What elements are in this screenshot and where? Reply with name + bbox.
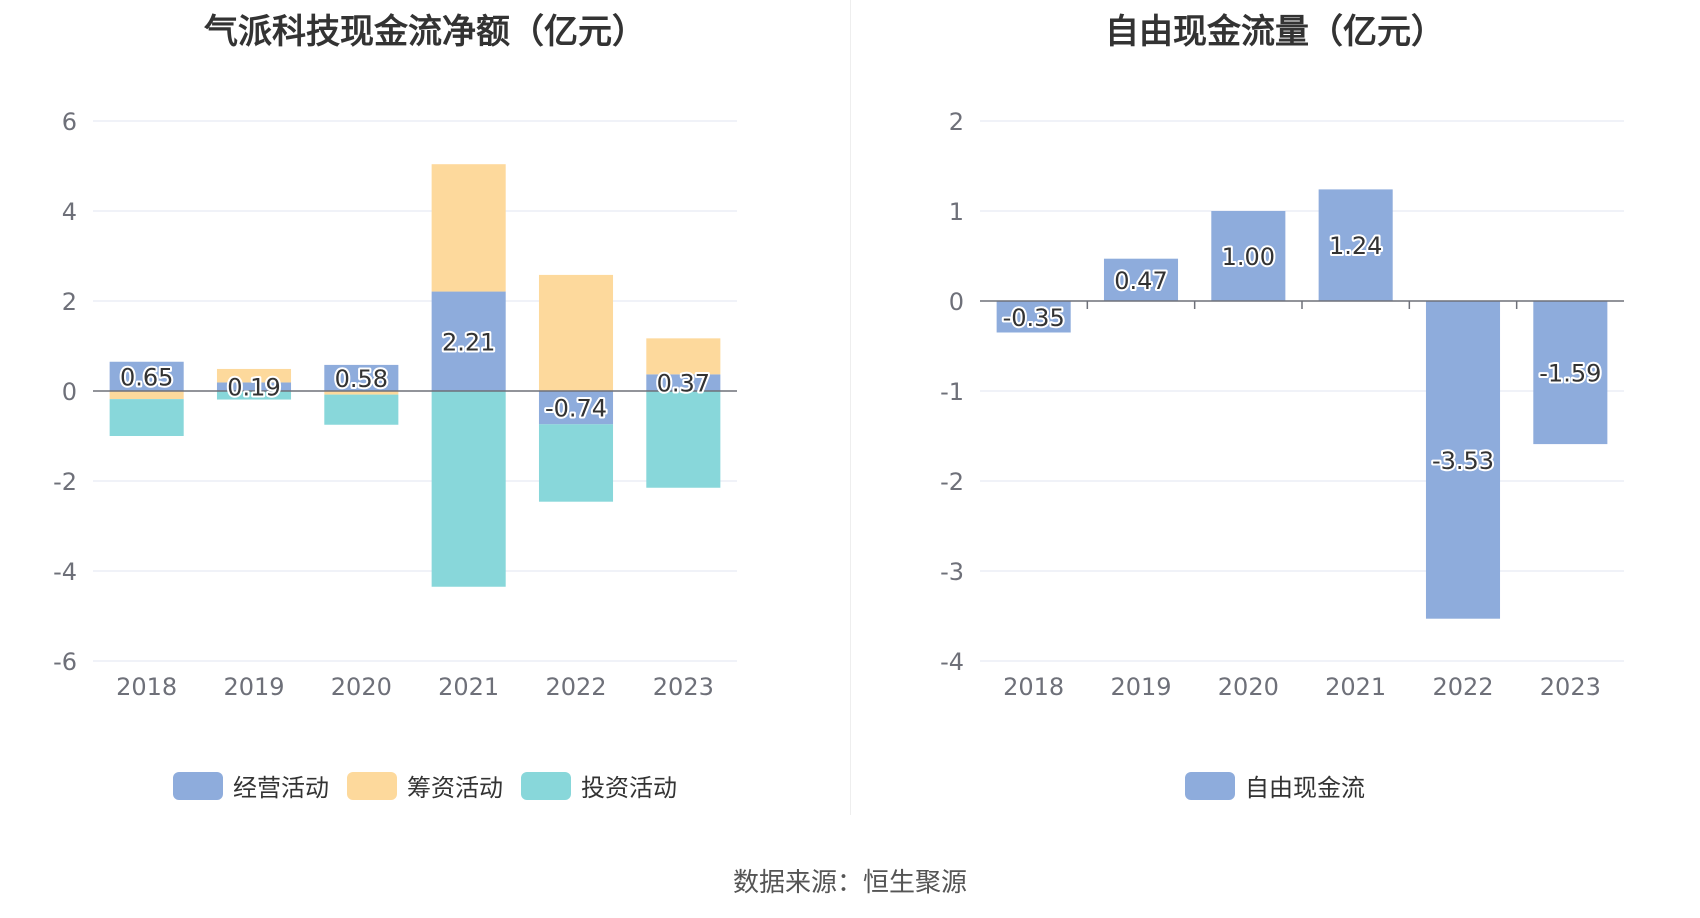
- y-tick-label: -4: [53, 558, 77, 586]
- bar-筹资活动-2019: [216, 368, 292, 383]
- x-category-label: 2018: [1003, 673, 1064, 701]
- x-category-label: 2023: [1540, 673, 1601, 701]
- bar-投资活动-2023: [646, 391, 721, 488]
- y-tick-label: 2: [62, 288, 77, 316]
- x-category-label: 2021: [1325, 673, 1386, 701]
- y-tick-label: 2: [949, 108, 964, 136]
- bar-投资活动-2022: [538, 424, 614, 502]
- y-tick-label: -4: [940, 648, 964, 676]
- legend-label: 筹资活动: [407, 774, 503, 802]
- bar-投资活动-2021: [431, 391, 506, 587]
- data-label: -1.59: [1539, 360, 1601, 388]
- x-category-label: 2021: [438, 673, 499, 701]
- data-label: 0.58: [335, 365, 388, 393]
- x-category-label: 2023: [653, 673, 714, 701]
- x-category-label: 2020: [1218, 673, 1279, 701]
- panel-divider: [850, 0, 851, 815]
- x-category-label: 2020: [331, 673, 392, 701]
- data-source-note: 数据来源：恒生聚源: [732, 868, 967, 898]
- bar-自由现金流-2020: [1211, 211, 1286, 301]
- chart-title: 气派科技现金流净额（亿元）: [204, 12, 646, 52]
- legend-swatch: [347, 771, 397, 800]
- legend-label: 投资活动: [581, 774, 677, 802]
- data-label: 0.65: [120, 363, 173, 391]
- legend: 自由现金流: [850, 768, 1700, 803]
- legend-label: 自由现金流: [1245, 774, 1365, 802]
- y-tick-label: 0: [62, 378, 77, 406]
- x-category-label: 2019: [1110, 673, 1171, 701]
- legend-item[interactable]: 投资活动: [521, 768, 677, 803]
- bar-投资活动-2018: [109, 399, 184, 436]
- y-tick-label: -6: [53, 648, 77, 676]
- data-label: -3.53: [1432, 447, 1494, 475]
- bar-经营活动-2020: [324, 364, 399, 391]
- bar-自由现金流-2018: [996, 301, 1071, 333]
- y-tick-label: 0: [949, 288, 964, 316]
- bar-经营活动-2022: [538, 391, 614, 425]
- bar-投资活动-2020: [324, 394, 399, 425]
- bar-投资活动-2019: [216, 391, 292, 400]
- x-category-label: 2018: [116, 673, 177, 701]
- legend-swatch: [521, 771, 571, 800]
- data-label: 0.37: [657, 370, 710, 398]
- data-label: -0.74: [545, 395, 607, 423]
- bar-经营活动-2021: [431, 291, 506, 391]
- free-cashflow-chart-panel: 自由现金流量（亿元） 2 1 0 -1 -2 -3 -4 2018 2019 2020 2021 20…: [850, 0, 1700, 918]
- legend: 经营活动 筹资活动 投资活动: [0, 768, 850, 803]
- free-cashflow-chart: 2 1 0 -1 -2 -3 -4 2018 2019 2020 2021 2022 2023 -0.35…: [940, 108, 1624, 701]
- x-category-label: 2019: [223, 673, 284, 701]
- data-label: -0.35: [1003, 304, 1065, 332]
- legend-swatch: [173, 771, 223, 800]
- bar-筹资活动-2020: [324, 391, 399, 395]
- bar-筹资活动-2021: [431, 164, 506, 292]
- y-tick-label: 4: [62, 198, 77, 226]
- x-category-label: 2022: [1432, 673, 1493, 701]
- bar-筹资活动-2023: [646, 338, 721, 375]
- y-tick-label: -2: [940, 468, 964, 496]
- y-tick-label: -3: [940, 558, 964, 586]
- legend-item[interactable]: 经营活动: [173, 768, 329, 803]
- y-tick-label: -2: [53, 468, 77, 496]
- y-tick-label: 6: [62, 108, 77, 136]
- legend-item[interactable]: 自由现金流: [1185, 768, 1365, 803]
- net-cashflow-chart-panel: 气派科技现金流净额（亿元） 6 4 2 0 -2 -4 -6 2018 2019 2020 2021…: [0, 12, 850, 803]
- data-label: 0.47: [1114, 267, 1167, 295]
- bar-自由现金流-2021: [1318, 189, 1393, 301]
- legend-label: 经营活动: [233, 774, 329, 802]
- bar-筹资活动-2018: [109, 391, 184, 400]
- y-tick-label: 1: [949, 198, 964, 226]
- bar-自由现金流-2023: [1533, 301, 1608, 445]
- bar-经营活动-2023: [646, 374, 721, 391]
- legend-swatch: [1185, 771, 1235, 800]
- data-label: 1.24: [1329, 232, 1382, 260]
- chart-title: 自由现金流量（亿元）: [1105, 12, 1445, 52]
- bar-自由现金流-2019: [1103, 258, 1179, 301]
- bar-经营活动-2019: [216, 382, 292, 391]
- data-label: 1.00: [1222, 243, 1275, 271]
- net-cashflow-chart: 6 4 2 0 -2 -4 -6 2018 2019 2020 2021 2022 2023 0.65 0.…: [53, 108, 737, 701]
- legend-item[interactable]: 筹资活动: [347, 768, 503, 803]
- data-label: 0.19: [227, 374, 280, 402]
- y-tick-label: -1: [940, 378, 964, 406]
- bar-经营活动-2018: [109, 361, 184, 391]
- data-label: 2.21: [442, 328, 495, 356]
- bar-筹资活动-2022: [538, 274, 614, 391]
- x-category-label: 2022: [545, 673, 606, 701]
- bar-自由现金流-2022: [1425, 301, 1501, 619]
